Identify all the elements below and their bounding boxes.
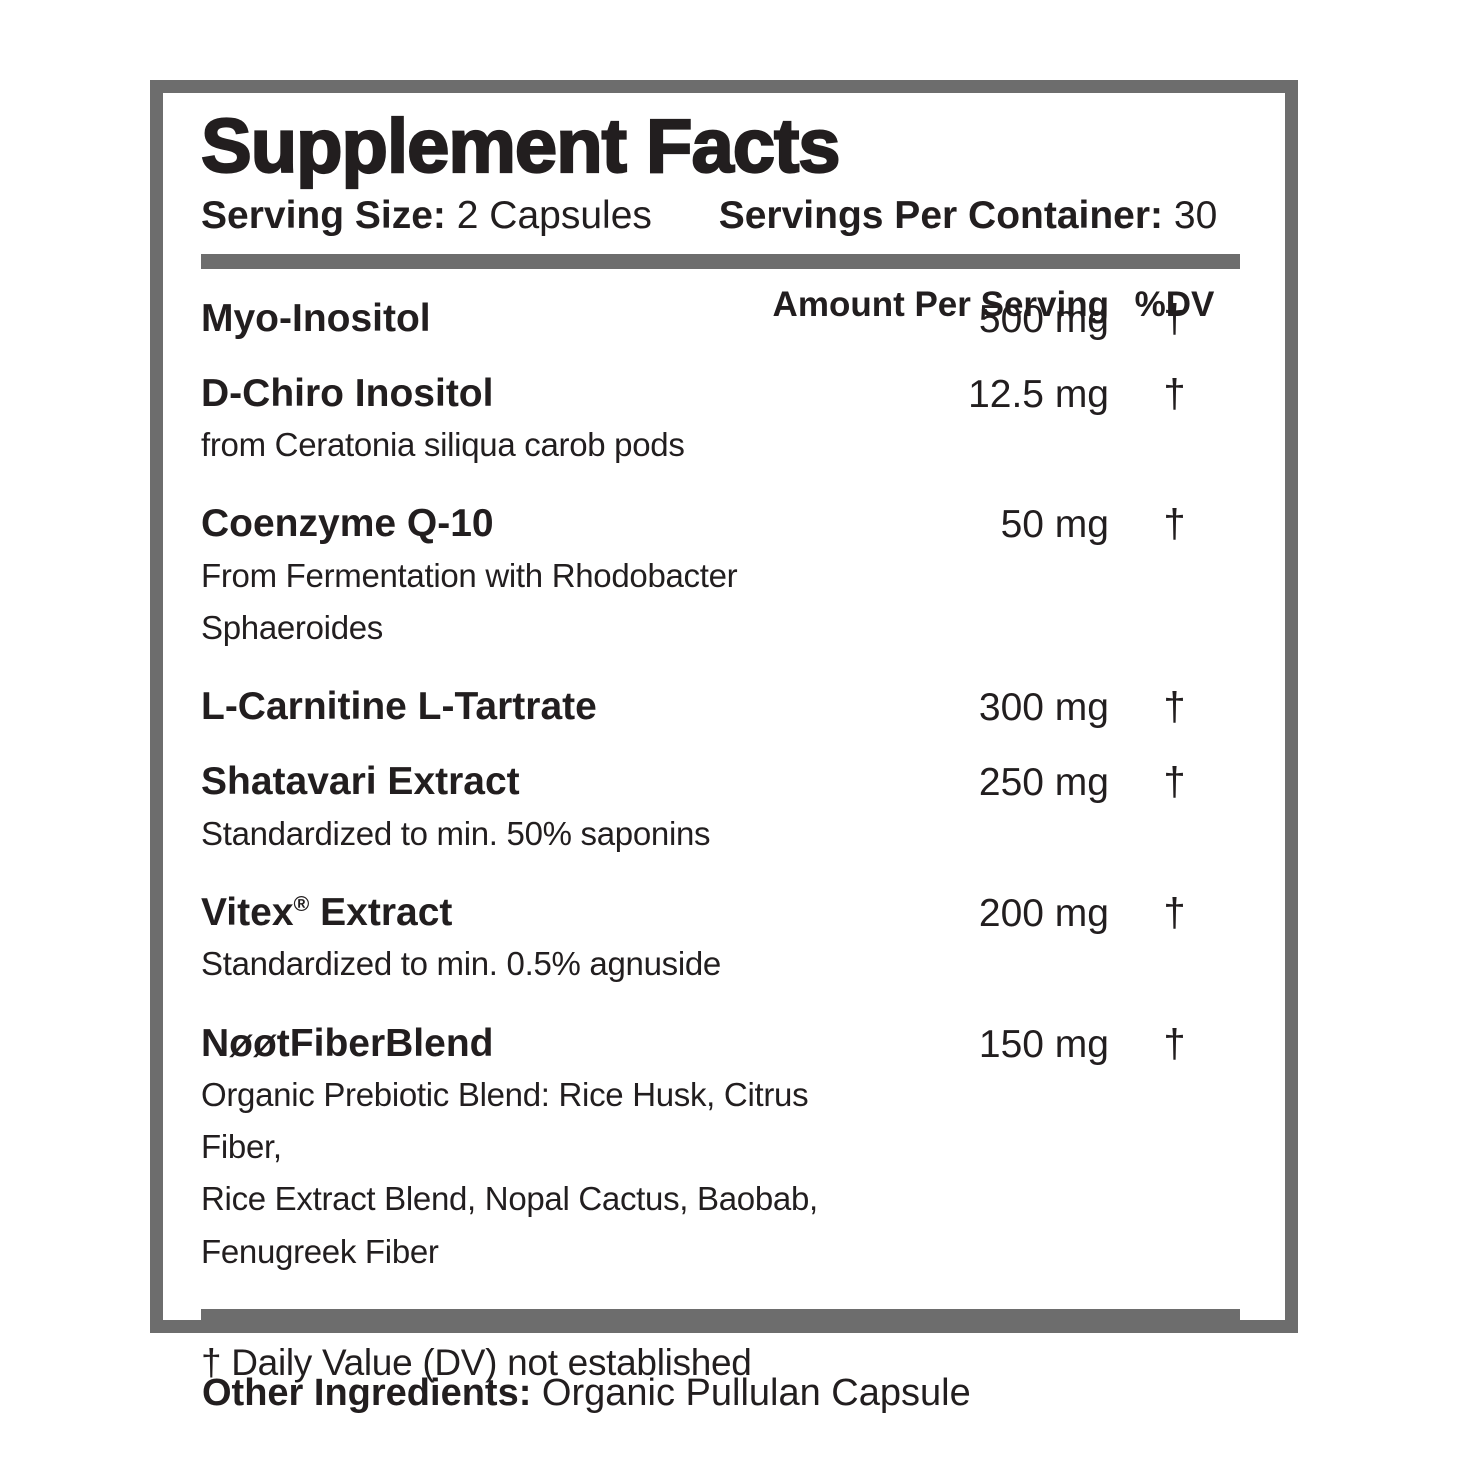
ingredient-amount: 300 mg <box>978 686 1109 730</box>
dv-dagger: † <box>1163 1021 1186 1066</box>
dv-footnote: † Daily Value (DV) not established <box>201 1341 752 1383</box>
ingredient-row-myo-inositol: Myo-Inositol 500 mg † <box>201 297 1240 341</box>
ingredient-name: D-Chiro Inositol from Ceratonia siliqua … <box>201 372 850 472</box>
ingredient-name: NøøtFiberBlend Organic Prebiotic Blend: … <box>201 1022 850 1278</box>
ingredient-name-text: L-Carnitine L-Tartrate <box>201 685 597 729</box>
amount-per-serving-header: Amount Per Serving <box>772 284 1109 324</box>
ingredient-name: L-Carnitine L-Tartrate <box>201 685 850 729</box>
ingredient-row-l-carnitine: L-Carnitine L-Tartrate 300 mg † <box>201 685 1240 729</box>
ingredient-rows: Myo-Inositol 500 mg † D-Chiro Inositol f… <box>201 297 1240 1309</box>
ingredient-amount: 150 mg <box>978 1022 1109 1066</box>
ingredient-amount: 500 mg <box>978 297 1109 341</box>
ingredient-row-d-chiro-inositol: D-Chiro Inositol from Ceratonia siliqua … <box>201 372 1240 472</box>
ingredient-name-text: Vitex <box>201 890 294 934</box>
other-ingredients-label: Other Ingredients: <box>202 1372 532 1414</box>
ingredient-subtext: from Ceratonia siliqua carob pods <box>201 426 685 464</box>
serving-info-line: Serving Size: 2 Capsules Servings Per Co… <box>201 194 1240 238</box>
registered-trademark-symbol: ® <box>293 891 310 916</box>
ingredient-name: Shatavari Extract Standardized to min. 5… <box>201 760 850 860</box>
ingredient-amount: 12.5 mg <box>968 372 1109 416</box>
ingredient-name-text: Myo-Inositol <box>201 296 431 340</box>
dv-dagger: † <box>1163 890 1186 935</box>
ingredient-name: Myo-Inositol <box>201 297 850 341</box>
dv-dagger: † <box>1163 371 1186 416</box>
ingredient-row-nootfiberblend: NøøtFiberBlend Organic Prebiotic Blend: … <box>201 1022 1240 1278</box>
ingredient-name-text: Shatavari Extract <box>201 759 520 803</box>
ingredient-row-shatavari: Shatavari Extract Standardized to min. 5… <box>201 760 1240 860</box>
servings-per-container-value: 30 <box>1173 194 1218 237</box>
ingredient-name-rest: Extract <box>309 890 453 934</box>
ingredient-name: Vitex® Extract Standardized to min. 0.5%… <box>201 891 850 991</box>
other-ingredients-value: Organic Pullulan Capsule <box>531 1372 971 1414</box>
dv-dagger: † <box>1163 685 1186 730</box>
ingredient-subtext: Standardized to min. 50% saponins <box>201 814 711 852</box>
ingredient-subtext: Organic Prebiotic Blend: Rice Husk, Citr… <box>201 1076 818 1270</box>
ingredient-amount: 250 mg <box>978 760 1109 804</box>
ingredient-name-text: D-Chiro Inositol <box>201 371 494 415</box>
ingredient-row-coenzyme-q10: Coenzyme Q-10 From Fermentation with Rho… <box>201 502 1240 654</box>
ingredient-name-text: Coenzyme Q-10 <box>201 502 494 546</box>
other-ingredients-line: Other Ingredients: Organic Pullulan Caps… <box>202 1372 971 1415</box>
panel-title: Supplement Facts <box>200 104 842 189</box>
ingredient-amount: 50 mg <box>1000 503 1109 547</box>
supplement-facts-panel: Supplement Facts Serving Size: 2 Capsule… <box>150 80 1298 1383</box>
serving-size-value: 2 Capsules <box>456 194 652 237</box>
dv-dagger: † <box>1163 759 1186 804</box>
servings-per-container-label: Servings Per Container: <box>718 194 1164 237</box>
divider-bar-top <box>201 253 1240 269</box>
ingredient-row-vitex: Vitex® Extract Standardized to min. 0.5%… <box>201 891 1240 991</box>
ingredient-name-text: NøøtFiberBlend <box>201 1021 494 1065</box>
dv-dagger: † <box>1163 296 1186 341</box>
divider-bar-bottom <box>201 1308 1240 1324</box>
serving-size-label: Serving Size: <box>201 194 446 237</box>
ingredient-amount: 200 mg <box>978 891 1109 935</box>
ingredient-name: Coenzyme Q-10 From Fermentation with Rho… <box>201 502 850 654</box>
ingredient-subtext: From Fermentation with Rhodobacter Sphae… <box>201 557 738 647</box>
ingredient-subtext: Standardized to min. 0.5% agnuside <box>201 945 721 983</box>
dv-dagger: † <box>1163 502 1186 547</box>
percent-dv-header: %DV <box>1134 284 1215 324</box>
